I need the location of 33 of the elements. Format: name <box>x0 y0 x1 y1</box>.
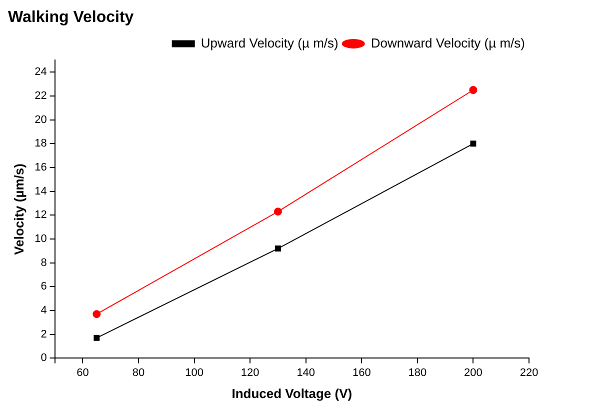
legend-label: Upward Velocity (µ m/s) <box>200 35 338 50</box>
y-tick-label: 12 <box>34 209 47 222</box>
y-tick-label: 22 <box>34 90 47 102</box>
y-tick-label: 4 <box>40 304 47 317</box>
y-tick-label: 8 <box>40 256 47 269</box>
y-tick-label: 0 <box>40 352 47 364</box>
x-tick-label: 120 <box>240 366 260 379</box>
y-tick-label: 20 <box>34 114 47 126</box>
y-tick-label: 10 <box>34 233 47 246</box>
y-tick-label: 14 <box>34 185 47 198</box>
x-tick-label: 140 <box>296 366 316 379</box>
x-tick-label: 100 <box>185 366 204 379</box>
point <box>94 334 100 341</box>
x-tick-label: 80 <box>132 366 145 379</box>
y-tick-label: 16 <box>34 162 47 174</box>
y-tick-label: 6 <box>40 280 47 293</box>
x-axis-title: Induced Voltage (V) <box>232 386 352 401</box>
point <box>92 310 101 318</box>
y-tick-label: 18 <box>34 138 47 150</box>
x-tick-label: 160 <box>352 366 371 379</box>
y-axis-title: Velocity (µm/s) <box>11 164 26 255</box>
point <box>470 140 476 147</box>
x-tick-label: 220 <box>520 366 538 379</box>
x-tick-label: 60 <box>76 366 89 379</box>
point <box>469 86 478 94</box>
legend-label: Downward Velocity (µ m/s) <box>370 35 525 50</box>
point <box>274 246 281 252</box>
point <box>274 208 282 216</box>
x-tick-label: 200 <box>464 366 482 379</box>
y-tick-label: 2 <box>40 328 47 340</box>
y-tick-label: 24 <box>34 66 47 78</box>
chart-title: Walking Velocity <box>8 9 134 26</box>
x-tick-label: 180 <box>408 366 427 379</box>
